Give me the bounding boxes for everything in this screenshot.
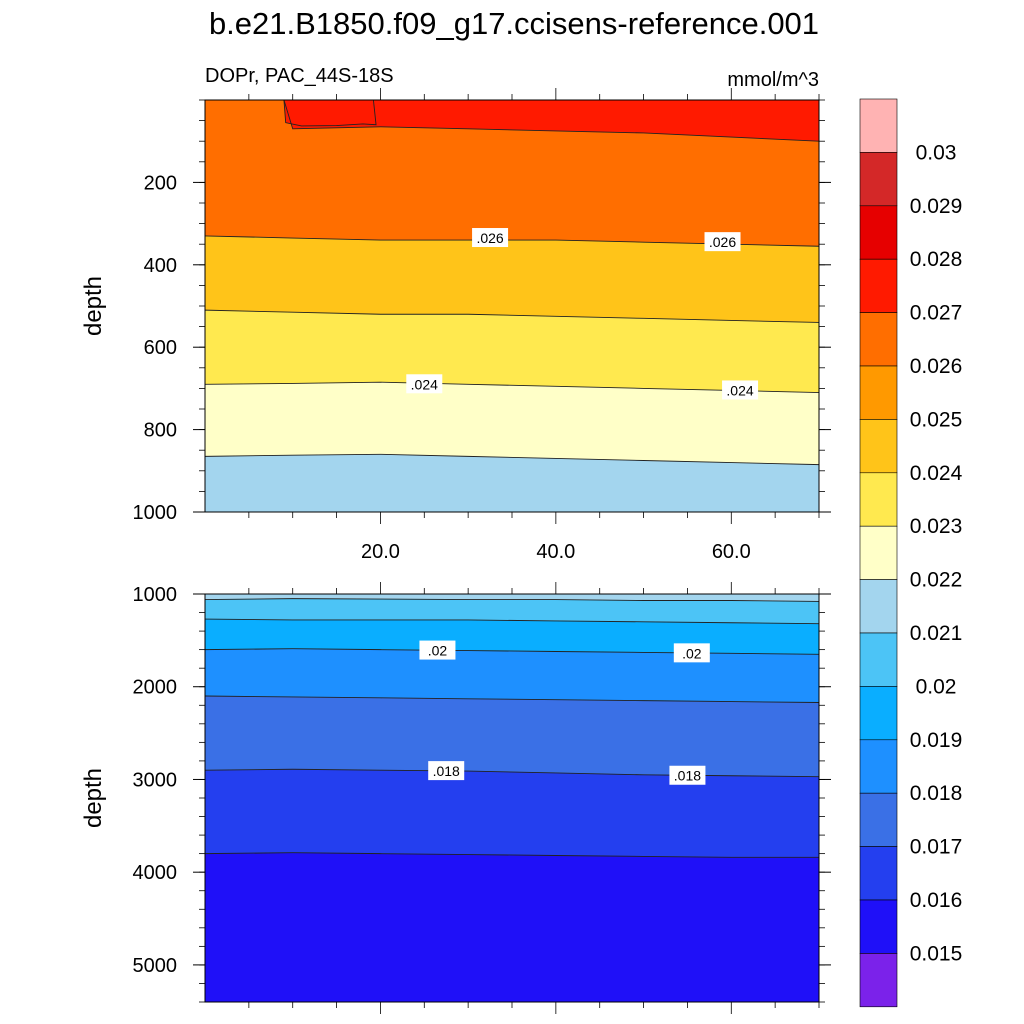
colorbar-label: 0.03 <box>916 141 957 164</box>
svg-text:.02: .02 <box>682 645 702 661</box>
svg-text:.018: .018 <box>433 763 460 779</box>
contour-line-0.02 <box>205 648 819 655</box>
colorbar-label: 0.025 <box>910 408 963 431</box>
contour-band-0.027-patch <box>283 100 377 127</box>
x-tick-label: 20.0 <box>361 541 400 563</box>
contour-label: .018 <box>428 761 465 781</box>
svg-text:.024: .024 <box>411 376 438 392</box>
contour-band-0.026 <box>283 100 819 142</box>
colorbar-label: 0.02 <box>916 675 957 698</box>
colorbar-label: 0.017 <box>910 836 963 859</box>
y-tick-label: 3000 <box>133 769 178 791</box>
y-tick-label: 5000 <box>133 955 178 977</box>
contour-line-0.017 <box>205 852 819 858</box>
colorbar-label: 0.029 <box>910 195 963 218</box>
y-tick-label: 2000 <box>133 677 178 699</box>
colorbar-label: 0.026 <box>910 355 963 378</box>
variable-label: DOPr, PAC_44S-18S <box>205 65 394 87</box>
colorbar-label: 0.027 <box>910 302 963 325</box>
colorbar-label: 0.024 <box>910 462 963 485</box>
colorbar-label: 0.028 <box>910 248 963 271</box>
colorbar-swatch <box>859 472 898 527</box>
contour-line-0.027 <box>283 100 819 142</box>
colorbar-swatch <box>859 98 898 153</box>
contour-label: .02 <box>673 643 710 663</box>
contour-line-0.018 <box>205 768 819 778</box>
y-tick-label: 1000 <box>133 502 178 524</box>
contour-line-0.024 <box>205 381 819 393</box>
colorbar-swatch <box>859 686 898 741</box>
contour-line-0.019 <box>205 695 819 703</box>
colorbar-label: 0.019 <box>910 729 963 752</box>
units-label: mmol/m^3 <box>727 69 819 91</box>
colorbar-swatch <box>859 953 898 1008</box>
y-tick-label: 1000 <box>133 584 178 606</box>
upper-panel: .026 .026 .024 .024 200 400 600 800 1000 20.0 40.… <box>133 88 831 563</box>
svg-text:.026: .026 <box>709 234 736 250</box>
colorbar-swatch <box>859 152 898 207</box>
contour-label: .018 <box>669 765 706 785</box>
colorbar: 0.03 0.029 0.028 0.027 0.026 0.025 0.024 0.023 0… <box>859 98 963 1008</box>
y-tick-label: 200 <box>144 172 177 194</box>
colorbar-swatch <box>859 312 898 367</box>
contour-line-0.021 <box>205 618 819 625</box>
upper-y-axis-label: depth <box>80 276 107 336</box>
colorbar-swatch <box>859 579 898 634</box>
contour-label: .026 <box>472 228 509 248</box>
svg-text:.018: .018 <box>674 768 701 784</box>
chart-title: b.e21.B1850.f09_g17.ccisens-reference.00… <box>209 6 819 41</box>
contour-label: .02 <box>419 640 456 660</box>
colorbar-swatch <box>859 899 898 954</box>
colorbar-swatch <box>859 419 898 474</box>
contour-label: .024 <box>722 380 759 400</box>
contour-line-0.022 <box>205 598 819 602</box>
colorbar-swatch <box>859 258 898 313</box>
colorbar-swatch <box>859 205 898 260</box>
x-tick-label: 40.0 <box>536 541 575 563</box>
colorbar-swatch <box>859 365 898 420</box>
contour-line-0.025 <box>205 309 819 323</box>
colorbar-label: 0.022 <box>910 569 963 592</box>
colorbar-swatch <box>859 792 898 847</box>
contour-label: .026 <box>704 232 741 252</box>
y-tick-label: 4000 <box>133 862 178 884</box>
contour-line-0.023 <box>205 453 819 466</box>
svg-text:.02: .02 <box>428 643 448 659</box>
contour-band-0.022 <box>205 454 819 512</box>
contour-label: .024 <box>406 374 443 394</box>
colorbar-swatch <box>859 739 898 794</box>
colorbar-label: 0.016 <box>910 889 963 912</box>
colorbar-swatch <box>859 632 898 687</box>
svg-text:.026: .026 <box>476 230 503 246</box>
x-tick-label: 60.0 <box>712 541 751 563</box>
contour-band-0.016 <box>205 852 819 1002</box>
y-tick-label: 800 <box>144 420 177 442</box>
y-tick-label: 400 <box>144 255 177 277</box>
colorbar-label: 0.018 <box>910 782 963 805</box>
lower-y-axis-label: depth <box>80 768 107 828</box>
colorbar-label: 0.023 <box>910 515 963 538</box>
colorbar-label: 0.015 <box>910 942 963 965</box>
svg-text:.024: .024 <box>726 382 753 398</box>
colorbar-swatch <box>859 846 898 901</box>
lower-panel: .02 .02 .018 .018 1000 2000 3000 4000 5000 <box>133 582 831 1014</box>
y-tick-label: 600 <box>144 337 177 359</box>
colorbar-label: 0.021 <box>910 622 963 645</box>
colorbar-swatch <box>859 525 898 580</box>
